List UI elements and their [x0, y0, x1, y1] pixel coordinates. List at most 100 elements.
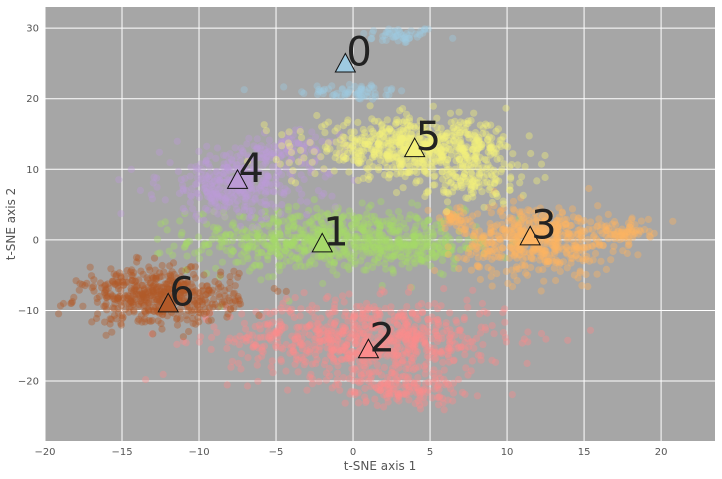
data-point	[379, 384, 387, 392]
data-point	[326, 372, 334, 380]
data-point	[424, 254, 432, 262]
data-point	[413, 33, 421, 41]
data-point	[287, 148, 296, 157]
data-point	[335, 156, 343, 164]
data-point	[343, 341, 351, 349]
data-point	[347, 259, 355, 267]
data-point	[480, 250, 488, 258]
data-point	[405, 31, 413, 39]
data-point	[400, 316, 409, 325]
data-point	[382, 241, 391, 249]
data-point	[307, 370, 315, 378]
data-point	[556, 217, 564, 225]
data-point	[357, 257, 365, 265]
data-point	[340, 342, 348, 351]
data-point	[550, 236, 558, 244]
data-point	[544, 227, 552, 235]
data-point	[477, 143, 485, 151]
data-point	[449, 379, 457, 387]
data-point	[400, 219, 408, 227]
data-point	[427, 262, 435, 270]
data-point	[414, 315, 422, 324]
data-point	[472, 334, 481, 342]
data-point	[412, 383, 420, 391]
data-point	[433, 383, 441, 392]
data-point	[400, 241, 408, 249]
data-point	[328, 251, 336, 259]
data-point	[538, 245, 546, 254]
data-point	[192, 163, 200, 171]
data-point	[224, 337, 232, 346]
data-point	[422, 242, 430, 250]
data-point	[394, 242, 402, 250]
data-point	[418, 244, 426, 252]
data-point	[593, 270, 601, 278]
data-point	[424, 328, 432, 336]
data-point	[238, 241, 246, 249]
data-point	[371, 255, 379, 264]
data-point	[387, 255, 395, 263]
data-point	[112, 271, 120, 279]
data-point	[396, 389, 404, 398]
data-point	[562, 224, 570, 232]
data-point	[329, 336, 337, 345]
data-point	[514, 241, 522, 249]
data-point	[411, 347, 419, 355]
data-point	[334, 207, 342, 215]
data-point	[368, 357, 376, 365]
data-point	[333, 343, 341, 351]
data-point	[423, 331, 431, 339]
data-point	[355, 213, 363, 222]
data-point	[360, 266, 368, 274]
data-point	[327, 250, 335, 258]
data-point	[345, 350, 353, 358]
data-point	[584, 225, 593, 233]
data-point	[308, 238, 316, 246]
data-point	[394, 238, 402, 246]
data-point	[358, 316, 366, 324]
data-point	[279, 217, 287, 225]
data-point	[378, 350, 386, 358]
data-point	[397, 326, 405, 334]
data-point	[569, 213, 578, 221]
data-point	[234, 273, 242, 281]
data-point	[303, 323, 311, 331]
data-point	[451, 340, 459, 348]
data-point	[519, 191, 527, 199]
data-point	[354, 89, 362, 97]
data-point	[514, 237, 522, 245]
data-point	[603, 227, 611, 235]
data-point	[470, 109, 478, 117]
data-point	[291, 179, 300, 187]
data-point	[385, 238, 394, 246]
data-point	[358, 243, 366, 251]
data-point	[340, 225, 348, 233]
data-point	[363, 325, 371, 333]
data-point	[568, 254, 577, 262]
data-point	[363, 299, 371, 307]
data-point	[324, 327, 332, 335]
data-point	[540, 277, 548, 285]
data-point	[474, 210, 482, 218]
data-point	[472, 223, 480, 231]
data-point	[211, 199, 219, 207]
data-point	[228, 161, 236, 169]
data-point	[473, 262, 481, 270]
data-point	[501, 229, 509, 237]
data-point	[216, 171, 224, 179]
data-point	[427, 239, 435, 247]
data-point	[390, 312, 398, 320]
data-point	[436, 348, 444, 356]
data-point	[311, 335, 319, 343]
data-point	[614, 227, 622, 236]
data-point	[169, 251, 177, 259]
data-point	[410, 258, 418, 266]
data-point	[431, 253, 439, 261]
data-point	[318, 228, 326, 236]
data-point	[317, 252, 326, 260]
data-point	[388, 241, 396, 249]
data-point	[290, 222, 298, 230]
data-point	[368, 29, 376, 37]
data-point	[364, 306, 373, 314]
data-point	[455, 326, 463, 334]
